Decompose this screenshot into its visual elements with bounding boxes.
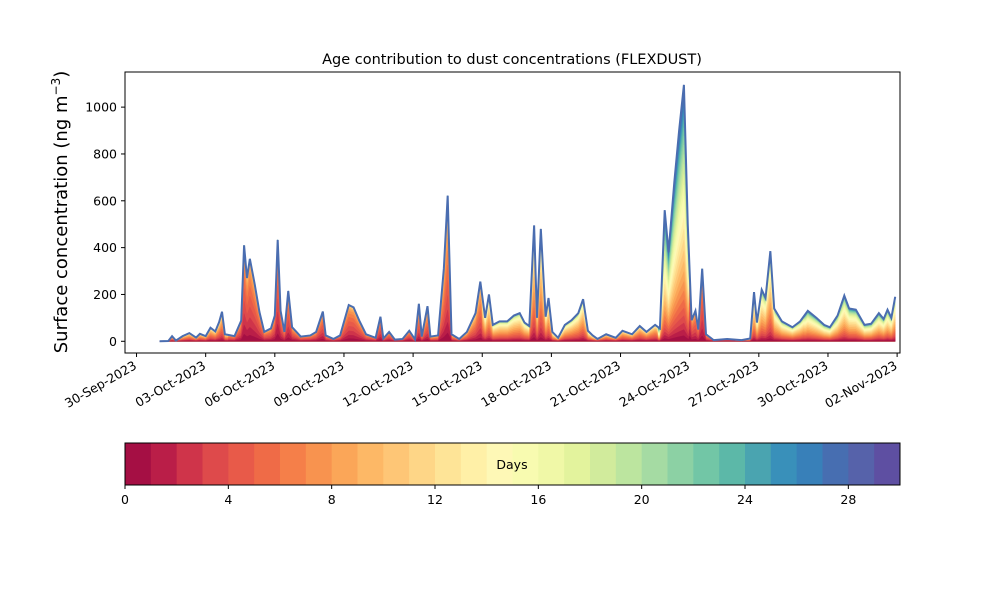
colorbar-swatch — [305, 443, 333, 485]
colorbar-swatch — [228, 443, 255, 485]
colorbar-swatch — [590, 443, 617, 485]
age-layer-2-days — [159, 309, 896, 342]
colorbar-swatch — [383, 443, 410, 485]
colorbar-swatch — [150, 443, 178, 485]
age-layer-5-days — [159, 265, 896, 342]
colorbar-tick-label: 4 — [224, 492, 232, 507]
colorbar-swatch — [409, 443, 436, 485]
colorbar-swatch — [280, 443, 307, 485]
colorbar-swatch — [331, 443, 358, 485]
colorbar-swatch — [564, 443, 591, 485]
colorbar-tick-label: 0 — [121, 492, 129, 507]
y-tick-label: 600 — [93, 193, 117, 208]
colorbar-swatch — [770, 443, 798, 485]
colorbar-swatch — [486, 443, 513, 485]
colorbar-tick-label: 28 — [840, 492, 856, 507]
colorbar-swatch — [435, 443, 462, 485]
plot-frame — [124, 71, 901, 354]
age-layer-0-days — [159, 332, 896, 342]
y-axis-label-main: Surface concentration (ng m — [51, 95, 72, 353]
colorbar-frame — [124, 442, 901, 486]
y-tick-label: 400 — [93, 240, 117, 255]
y-axis-label: Surface concentration (ng m−3) — [49, 71, 72, 354]
colorbar-tick-label: 12 — [427, 492, 443, 507]
colorbar-swatch — [848, 443, 875, 485]
colorbar-swatch — [460, 443, 488, 485]
y-axis-label-exponent: −3 — [49, 78, 63, 96]
age-layer-4-days — [159, 280, 896, 342]
colorbar-swatch — [357, 443, 384, 485]
colorbar-swatch — [693, 443, 720, 485]
colorbar-swatch — [822, 443, 849, 485]
age-layer-1-days — [159, 321, 896, 342]
y-axis-ticks: 0 200 400 600 800 1000 — [85, 100, 125, 349]
colorbar-swatch — [254, 443, 281, 485]
total-concentration-line — [159, 84, 897, 343]
colorbar-tick-label: 20 — [634, 492, 650, 507]
age-layer-3-days — [159, 295, 896, 342]
colorbar-swatch — [176, 443, 203, 485]
colorbar-swatch — [641, 443, 668, 485]
colorbar: 0 4 8 12 16 20 24 28 — [121, 442, 901, 507]
y-tick-label: 0 — [109, 334, 117, 349]
colorbar-swatch — [874, 443, 901, 485]
colorbar-swatch — [512, 443, 539, 485]
colorbar-label: Days — [496, 457, 527, 472]
colorbar-tick-label: 8 — [328, 492, 336, 507]
colorbar-swatch — [202, 443, 229, 485]
colorbar-swatch — [745, 443, 772, 485]
chart-title: Age contribution to dust concentrations … — [322, 52, 702, 68]
y-tick-label: 200 — [93, 287, 117, 302]
y-tick-label: 1000 — [85, 100, 117, 115]
colorbar-tick-label: 16 — [530, 492, 546, 507]
y-tick-label: 800 — [93, 146, 117, 161]
colorbar-swatch — [719, 443, 746, 485]
y-axis-label-close: ) — [51, 71, 72, 78]
colorbar-swatch — [615, 443, 643, 485]
colorbar-tick-label: 24 — [737, 492, 753, 507]
colorbar-swatch — [125, 443, 152, 485]
colorbar-swatch — [796, 443, 823, 485]
colorbar-swatch — [667, 443, 694, 485]
colorbar-swatch — [538, 443, 565, 485]
